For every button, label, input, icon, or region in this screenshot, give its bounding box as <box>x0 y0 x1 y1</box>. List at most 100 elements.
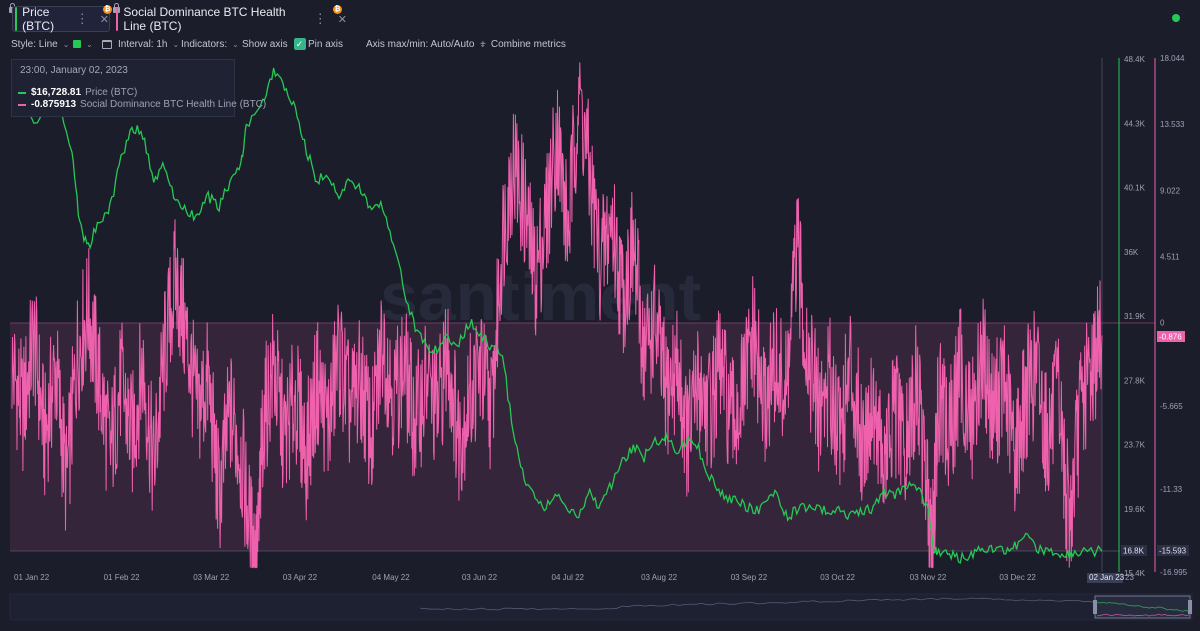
price-axis-tick: 36K <box>1124 248 1139 257</box>
style-selector[interactable]: Style: Line ⌄ <box>11 36 69 52</box>
interval-selector[interactable]: Interval: 1h ⌄ <box>102 36 179 52</box>
plus-icon: + <box>480 38 486 50</box>
navigator-window[interactable] <box>1094 595 1191 619</box>
tooltip-price-label: Price (BTC) <box>85 87 138 98</box>
price-axis-tick: 19.6K <box>1124 505 1146 514</box>
tab-label: Price (BTC) <box>22 5 55 33</box>
time-axis-tick: 03 Dec 22 <box>999 573 1036 582</box>
pin-axis-label: Pin axis <box>308 38 344 50</box>
show-axis-toggle[interactable]: Show axis ✓ <box>242 36 306 52</box>
price-series <box>11 67 1103 565</box>
calendar-icon <box>102 39 112 49</box>
price-axis-tick: 27.8K <box>1124 376 1146 385</box>
navigator-track[interactable] <box>9 593 1193 621</box>
bitcoin-icon: ₿ <box>333 5 342 14</box>
more-options-icon[interactable]: ⋮ <box>75 11 89 26</box>
combine-metrics-label: Combine metrics <box>490 38 566 50</box>
health-value-badge <box>1157 331 1185 342</box>
axis-maxmin-label: Axis max/min: Auto/Auto <box>366 38 475 50</box>
health-axis-tick: 13.533 <box>1160 120 1185 129</box>
time-axis-tick: 03 Mar 22 <box>193 573 230 582</box>
health-value-label: -0.876 <box>1159 333 1182 342</box>
tooltip-price-row: $16,728.81 Price (BTC) <box>18 87 137 98</box>
data-tooltip: 23:00, January 02, 2023 $16,728.81 Price… <box>11 59 266 117</box>
axis-maxmin-selector[interactable]: Axis max/min: Auto/Auto ⌄ <box>366 36 486 52</box>
current-date-badge <box>1087 573 1123 583</box>
chevron-down-icon: ⌄ <box>86 39 93 49</box>
tooltip-date: 23:00, January 02, 2023 <box>20 65 128 76</box>
price-axis-tick: 44.3K <box>1124 119 1146 128</box>
health-axis-tick: 0 <box>1160 319 1165 328</box>
time-axis-tick: 03 Oct 22 <box>820 573 855 582</box>
health-current-value: -15.593 <box>1159 547 1187 556</box>
social-dominance-color-indicator <box>116 7 119 31</box>
price-legend-swatch <box>18 91 26 94</box>
health-axis-tick: 18.044 <box>1160 54 1185 63</box>
tab-social-dominance[interactable]: Social Dominance BTC Health Line (BTC) ⋮… <box>115 5 347 33</box>
time-axis-tick: 02 Jan 23 <box>1089 573 1125 582</box>
tooltip-price-value: $16,728.81 <box>31 87 82 98</box>
tooltip-health-row: -0.875913 Social Dominance BTC Health Li… <box>18 99 266 110</box>
plot-area <box>11 62 1103 569</box>
close-icon[interactable]: ✕ <box>99 13 109 26</box>
time-axis-tick: 01 Jan 22 <box>14 573 50 582</box>
bitcoin-icon: ₿ <box>103 5 112 14</box>
time-axis-tick: 01 Feb 22 <box>104 573 141 582</box>
chevron-down-icon: ⌄ <box>232 39 239 49</box>
health-axis-tick: -11.33 <box>1160 485 1183 494</box>
navigator-handle-left[interactable] <box>1093 600 1097 614</box>
more-options-icon[interactable]: ⋮ <box>313 11 327 26</box>
health-current-badge <box>1157 545 1189 556</box>
interval-label: Interval: 1h <box>118 38 168 50</box>
chevron-down-icon: ⌄ <box>172 39 180 49</box>
time-axis-tick: 03 Nov 22 <box>910 573 947 582</box>
axes: 48.4K 44.3K 40.1K 36K 31.9K 27.8K 23.7K 19.6K 15… <box>14 54 1188 583</box>
time-axis-tick: 04 May 22 <box>372 573 410 582</box>
time-axis-tick: 03 Apr 22 <box>283 573 318 582</box>
price-color-indicator <box>15 7 18 31</box>
tab-price-btc[interactable]: Price (BTC) ⋮ ✕ <box>12 5 110 33</box>
price-current-badge <box>1121 545 1147 556</box>
price-axis-tick: 31.9K <box>1124 312 1146 321</box>
chart-toolbar: Style: Line ⌄ ⌄ Interval: 1h ⌄ Indicators:… <box>0 36 1200 52</box>
indicators-label: Indicators: <box>181 38 228 50</box>
price-axis-tick: 48.4K <box>1124 55 1146 64</box>
health-axis-tick: -5.665 <box>1160 402 1183 411</box>
tab-label: Social Dominance BTC Health Line (BTC) <box>123 5 286 33</box>
style-label: Style: Line <box>11 38 58 50</box>
live-status-indicator <box>1172 14 1180 22</box>
color-swatch <box>73 40 81 48</box>
metric-tabs: Price (BTC) ⋮ ✕ ₿ Social Dominance BTC H… <box>0 0 1200 34</box>
indicators-selector[interactable]: Indicators: ⌄ <box>181 36 239 52</box>
health-axis-tick: -16.995 <box>1160 568 1188 577</box>
checkbox-checked-icon[interactable]: ✓ <box>293 38 306 50</box>
health-legend-swatch <box>18 103 26 106</box>
navigator-health-line <box>1096 613 1190 617</box>
time-axis-tick: 03 Sep 22 <box>731 573 768 582</box>
tooltip-health-label: Social Dominance BTC Health Line (BTC) <box>80 99 267 110</box>
combine-metrics-button[interactable]: + Combine metrics <box>480 36 566 52</box>
color-picker[interactable]: ⌄ <box>73 36 93 52</box>
close-icon[interactable]: ✕ <box>337 13 347 26</box>
navigator-history-line <box>419 597 1096 611</box>
pin-axis-toggle[interactable]: Pin axis <box>308 36 343 52</box>
price-axis-tick: 23.7K <box>1124 441 1146 450</box>
price-axis-tick: 40.1K <box>1124 184 1146 193</box>
price-current-value: 16.8K <box>1123 547 1145 556</box>
show-axis-label: Show axis <box>242 38 288 50</box>
time-axis-tick: 23 <box>1125 573 1134 582</box>
health-axis-tick: 4.511 <box>1160 253 1180 262</box>
health-axis-tick: 9.022 <box>1160 186 1181 195</box>
tooltip-health-value: -0.875913 <box>31 99 77 110</box>
chevron-down-icon: ⌄ <box>62 39 70 49</box>
navigator-preview <box>419 597 1190 617</box>
health-line-series <box>11 62 1103 569</box>
time-axis-tick: 04 Jul 22 <box>552 573 585 582</box>
navigator-handle-right[interactable] <box>1188 600 1192 614</box>
time-axis-tick: 03 Jun 22 <box>462 573 498 582</box>
navigator-price-line <box>1096 601 1190 613</box>
chevron-down-icon: ⌄ <box>479 39 487 49</box>
price-axis-tick: 15.4K <box>1124 569 1146 578</box>
time-axis-tick: 03 Aug 22 <box>641 573 678 582</box>
